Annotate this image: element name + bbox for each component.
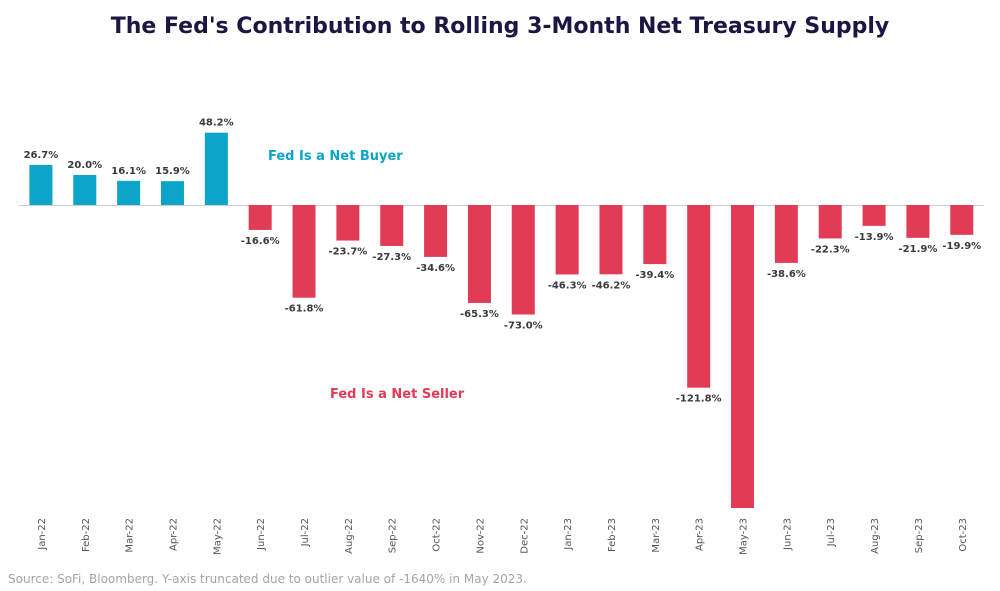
x-tick-label: Feb-22 bbox=[81, 518, 92, 552]
bar-jan-23 bbox=[555, 205, 579, 275]
x-tick-label: Mar-22 bbox=[125, 518, 136, 553]
bar-may-23 bbox=[731, 205, 755, 508]
bar-jun-22 bbox=[248, 205, 272, 230]
bar-jun-23 bbox=[774, 205, 798, 263]
bar-sep-23 bbox=[906, 205, 930, 238]
data-label-aug-23: -13.9% bbox=[855, 232, 894, 243]
data-label-aug-22: -23.7% bbox=[328, 247, 367, 258]
x-tick-label: Jun-22 bbox=[256, 518, 267, 551]
bar-feb-22 bbox=[73, 175, 97, 205]
bar-oct-23 bbox=[950, 205, 974, 235]
x-tick-label: Nov-22 bbox=[475, 518, 486, 554]
x-tick-label: Jun-23 bbox=[782, 518, 793, 551]
bar-sep-22 bbox=[380, 205, 404, 246]
data-label-sep-23: -21.9% bbox=[899, 244, 938, 255]
x-tick-label: Sep-23 bbox=[914, 518, 925, 553]
data-label-nov-22: -65.3% bbox=[460, 309, 499, 320]
bar-may-22 bbox=[204, 132, 228, 205]
data-label-jul-22: -61.8% bbox=[285, 304, 324, 315]
x-tick-label: Jan-22 bbox=[37, 518, 48, 551]
bar-dec-22 bbox=[511, 205, 535, 315]
bar-oct-22 bbox=[424, 205, 448, 257]
source-note: Source: SoFi, Bloomberg. Y-axis truncate… bbox=[8, 572, 527, 586]
data-label-oct-22: -34.6% bbox=[416, 263, 455, 274]
x-tick-label: Apr-22 bbox=[168, 518, 179, 551]
data-label-feb-23: -46.2% bbox=[592, 280, 631, 291]
x-tick-label: Jan-23 bbox=[563, 518, 574, 551]
x-tick-label: Jul-23 bbox=[826, 518, 837, 547]
data-label-mar-23: -39.4% bbox=[635, 270, 674, 281]
bar-mar-23 bbox=[643, 205, 667, 265]
x-tick-label: Aug-23 bbox=[870, 518, 881, 554]
x-tick-label: Feb-23 bbox=[607, 518, 618, 552]
bar-apr-23 bbox=[687, 205, 711, 388]
bar-jan-22 bbox=[29, 164, 53, 205]
x-tick-label: Apr-23 bbox=[695, 518, 706, 551]
x-tick-label: Mar-23 bbox=[651, 518, 662, 553]
data-label-dec-22: -73.0% bbox=[504, 321, 543, 332]
bar-aug-23 bbox=[862, 205, 886, 226]
x-tick-label: Aug-22 bbox=[344, 518, 355, 554]
bar-apr-22 bbox=[160, 181, 184, 205]
annotation-net-seller: Fed Is a Net Seller bbox=[330, 387, 465, 402]
x-tick-label: Sep-22 bbox=[388, 518, 399, 553]
x-tick-label: Oct-22 bbox=[432, 518, 443, 552]
data-label-feb-22: 20.0% bbox=[67, 160, 102, 171]
bar-aug-22 bbox=[336, 205, 360, 241]
data-label-apr-22: 15.9% bbox=[155, 166, 190, 177]
bar-nov-22 bbox=[467, 205, 491, 303]
x-tick-label: May-22 bbox=[212, 518, 223, 555]
x-tick-label: Oct-23 bbox=[958, 518, 969, 552]
annotation-net-buyer: Fed Is a Net Buyer bbox=[268, 149, 403, 164]
bar-feb-23 bbox=[599, 205, 623, 275]
data-label-jun-23: -38.6% bbox=[767, 269, 806, 280]
x-tick-label: Dec-22 bbox=[519, 518, 530, 554]
data-label-jan-22: 26.7% bbox=[24, 150, 59, 161]
data-label-oct-23: -19.9% bbox=[942, 241, 981, 252]
data-label-sep-22: -27.3% bbox=[372, 252, 411, 263]
data-label-jun-22: -16.6% bbox=[241, 236, 280, 247]
data-label-jul-23: -22.3% bbox=[811, 244, 850, 255]
bar-jul-22 bbox=[292, 205, 316, 298]
bar-mar-22 bbox=[117, 180, 141, 205]
chart-title: The Fed's Contribution to Rolling 3-Mont… bbox=[110, 14, 890, 39]
data-label-may-22: 48.2% bbox=[199, 118, 234, 129]
data-label-mar-22: 16.1% bbox=[111, 166, 146, 177]
data-label-jan-23: -46.3% bbox=[548, 280, 587, 291]
x-tick-label: May-23 bbox=[739, 518, 750, 555]
bar-jul-23 bbox=[818, 205, 842, 239]
x-tick-label: Jul-22 bbox=[300, 518, 311, 547]
data-label-apr-23: -121.8% bbox=[676, 394, 722, 405]
